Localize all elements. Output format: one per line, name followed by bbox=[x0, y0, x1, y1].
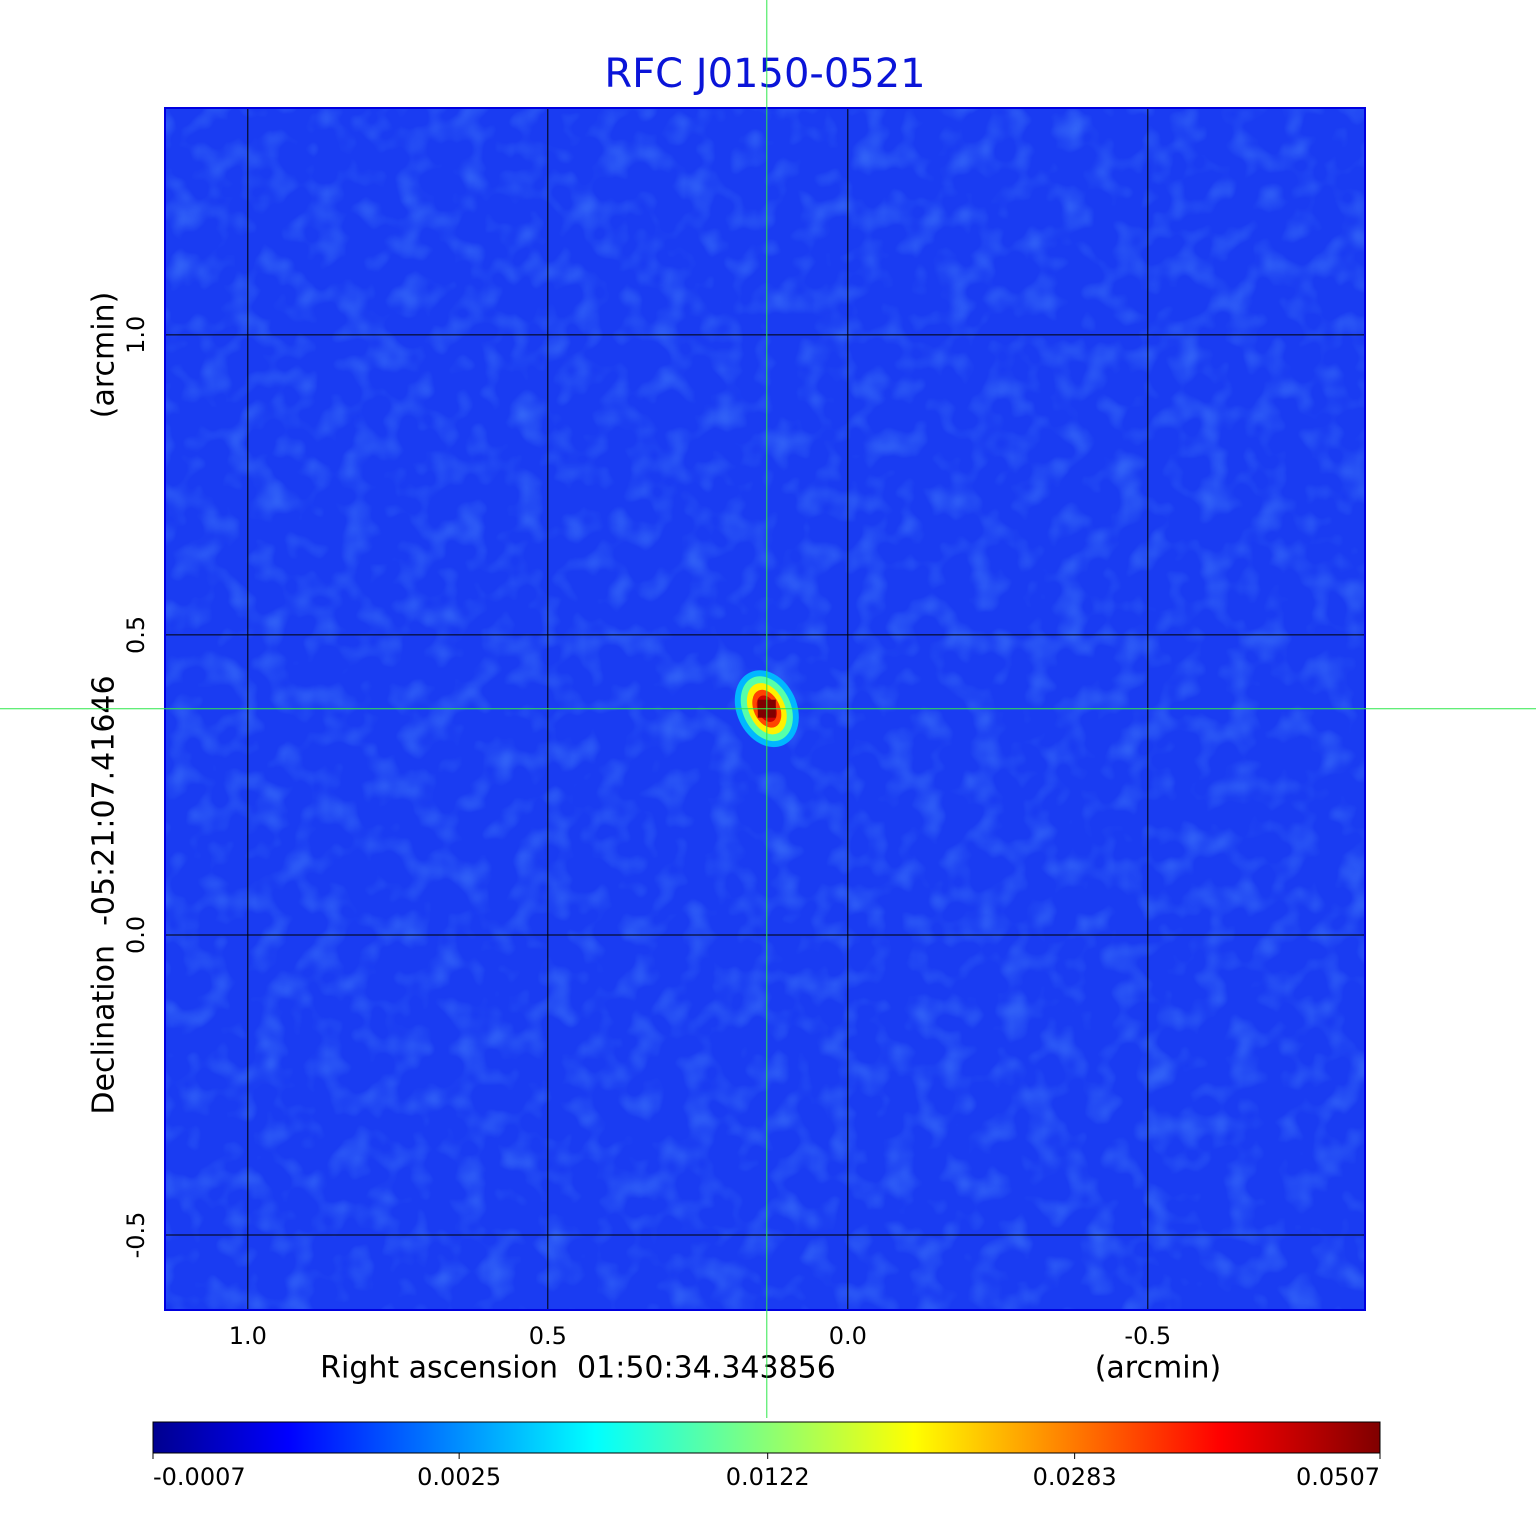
y-axis-label: Declination -05:21:07.41646 bbox=[87, 675, 122, 1114]
colorbar-tick-label: 0.0122 bbox=[726, 1463, 810, 1491]
colorbar-tick-label: -0.0007 bbox=[153, 1463, 246, 1491]
x-tick-label: -0.5 bbox=[1124, 1322, 1171, 1350]
x-axis-label: Right ascension 01:50:34.343856 bbox=[320, 1351, 836, 1386]
colorbar bbox=[152, 1421, 1381, 1454]
colorbar-tick-label: 0.0507 bbox=[1296, 1463, 1380, 1491]
y-tick-label: 1.0 bbox=[122, 316, 150, 354]
x-tick-label: 0.5 bbox=[529, 1322, 567, 1350]
colorbar-tick-label: 0.0025 bbox=[417, 1463, 501, 1491]
y-tick-label: 0.0 bbox=[122, 916, 150, 954]
x-tick-label: 1.0 bbox=[229, 1322, 267, 1350]
y-axis-unit: (arcmin) bbox=[87, 292, 122, 419]
chart-title: RFC J0150-0521 bbox=[604, 51, 925, 97]
x-axis-unit: (arcmin) bbox=[1095, 1351, 1222, 1386]
x-tick-label: 0.0 bbox=[829, 1322, 867, 1350]
colorbar-tick-label: 0.0283 bbox=[1033, 1463, 1117, 1491]
y-tick-label: -0.5 bbox=[122, 1212, 150, 1259]
y-tick-label: 0.5 bbox=[122, 616, 150, 654]
